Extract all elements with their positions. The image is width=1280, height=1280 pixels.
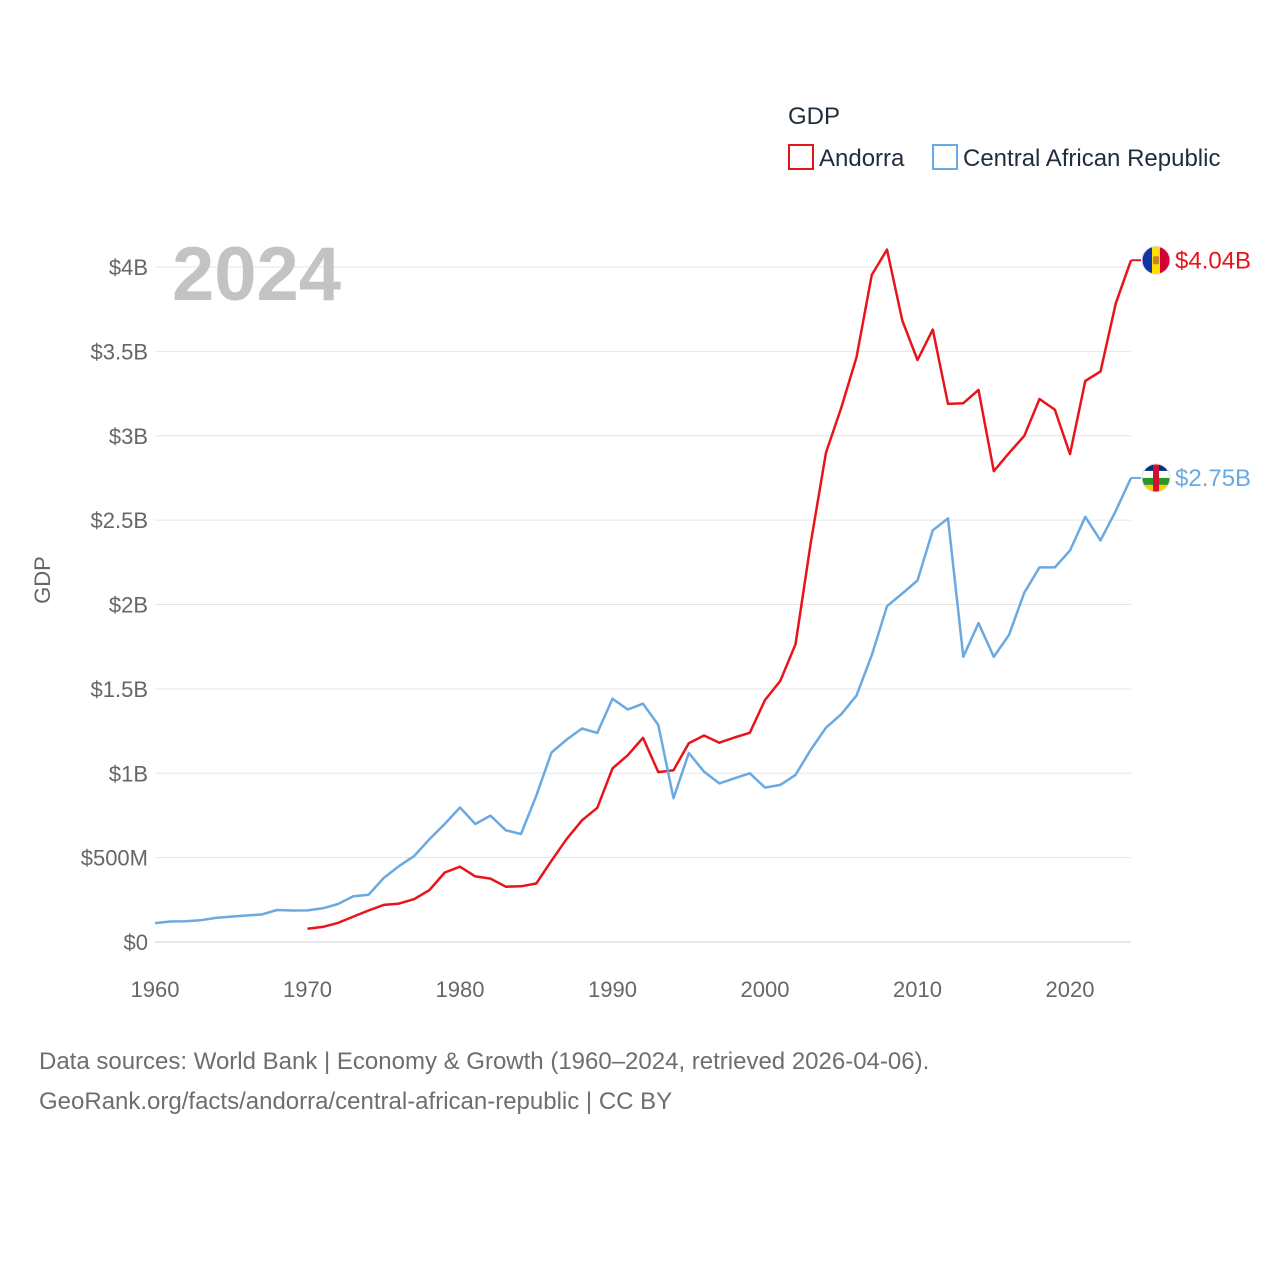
y-tick-label: $3B [109, 424, 148, 449]
central-african-republic-flag-icon [1141, 463, 1171, 493]
legend-item-central-african-republic[interactable]: Central African Republic [932, 144, 1220, 172]
series-lines [154, 248, 1133, 930]
andorra-flag-icon [1141, 245, 1171, 275]
legend-label-andorra: Andorra [819, 145, 905, 172]
x-tick-label: 1970 [283, 977, 332, 1002]
y-tick-label: $0 [124, 930, 148, 955]
x-tick-label: 2020 [1046, 977, 1095, 1002]
y-tick-label: $2B [109, 593, 148, 618]
end-label-andorra: $4.04B [1175, 247, 1251, 274]
footer-link[interactable]: GeoRank.org/facts/andorra/central-africa… [39, 1088, 673, 1115]
y-axis-title: GDP [30, 556, 55, 604]
y-tick-label: $1B [109, 761, 148, 786]
y-tick-label: $2.5B [91, 508, 149, 533]
series-line-central-african-republic [154, 477, 1133, 925]
x-tick-label: 1990 [588, 977, 637, 1002]
legend[interactable]: GDP Andorra Central African Republic [788, 103, 1220, 172]
x-tick-label: 2010 [893, 977, 942, 1002]
end-label-central-african-republic: $2.75B [1175, 465, 1251, 492]
series-line-andorra [307, 248, 1133, 930]
legend-title: GDP [788, 103, 840, 130]
legend-label-central-african-republic: Central African Republic [963, 145, 1220, 172]
x-tick-label: 1960 [131, 977, 180, 1002]
x-tick-label: 1980 [436, 977, 485, 1002]
x-tick-label: 2000 [741, 977, 790, 1002]
y-tick-label: $3.5B [91, 339, 149, 364]
end-labels: $4.04B $2.75B [1131, 245, 1251, 493]
y-tick-label: $1.5B [91, 677, 149, 702]
y-axis-ticks: $0 $500M $1B $1.5B $2B $2.5B $3B $3.5B $4B [81, 255, 148, 955]
year-label: 2024 [172, 232, 341, 317]
legend-swatch-central-african-republic [932, 144, 958, 170]
gridlines [155, 266, 1131, 943]
x-axis-ticks: 1960 1970 1980 1990 2000 2010 2020 [131, 977, 1095, 1002]
legend-item-andorra[interactable]: Andorra [788, 144, 905, 172]
y-tick-label: $500M [81, 846, 148, 871]
y-tick-label: $4B [109, 255, 148, 280]
footer-sources: Data sources: World Bank | Economy & Gro… [39, 1048, 930, 1075]
footer: Data sources: World Bank | Economy & Gro… [39, 1042, 929, 1122]
legend-swatch-andorra [788, 144, 814, 170]
